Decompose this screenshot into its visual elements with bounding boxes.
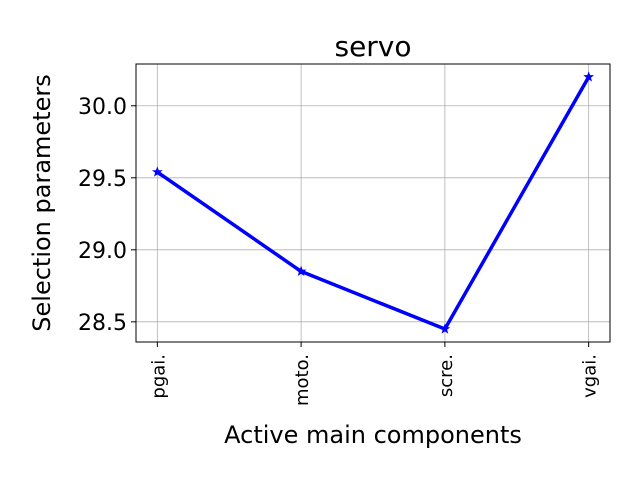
- data-point-marker: [439, 323, 451, 334]
- y-tick-label: 28.5: [78, 311, 127, 336]
- ticks: pgai. moto. scre. vgai. 28.5 29.0 29.5 30.0: [78, 95, 601, 406]
- chart-title: servo: [334, 30, 411, 63]
- data-point-marker: [295, 265, 307, 276]
- data-point-marker: [583, 71, 595, 82]
- plot-area-frame: [135, 63, 611, 343]
- y-tick-label: 30.0: [78, 95, 127, 120]
- x-axis-label: Active main components: [224, 421, 522, 449]
- data-point-marker: [151, 166, 163, 177]
- x-tick-label: scre.: [436, 354, 457, 397]
- y-tick-label: 29.5: [78, 167, 127, 192]
- series-line: [156, 76, 591, 331]
- x-tick-label: moto.: [292, 354, 313, 406]
- y-tick-label: 29.0: [78, 239, 127, 264]
- x-tick-label: vgai.: [580, 354, 601, 398]
- series-layer: [151, 71, 595, 334]
- y-axis-label: Selection parameters: [28, 74, 56, 331]
- x-tick-label: pgai.: [148, 354, 169, 399]
